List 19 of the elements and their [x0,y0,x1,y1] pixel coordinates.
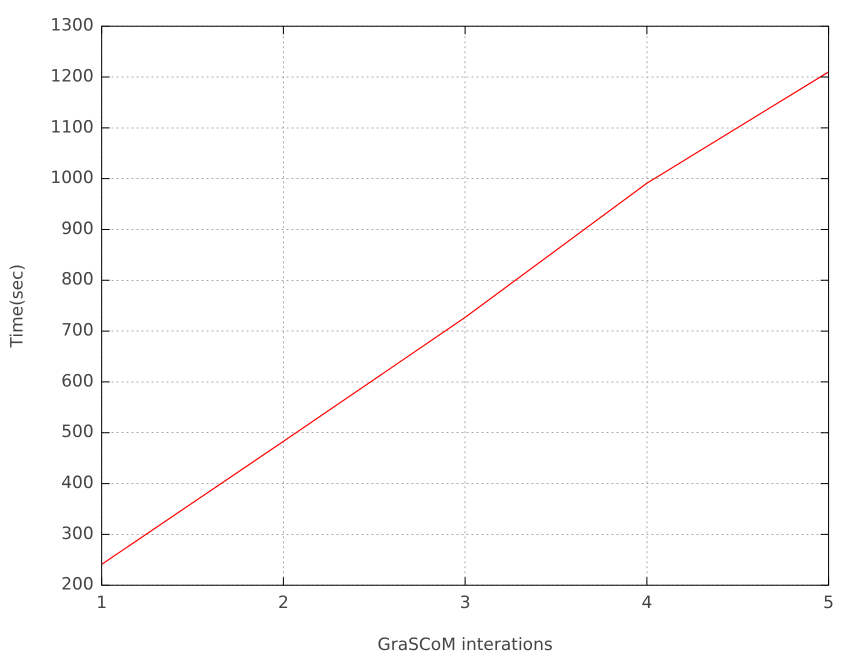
y-tick-label: 300 [61,524,94,544]
y-tick-label: 800 [61,270,94,290]
y-tick-label: 200 [61,574,94,595]
y-tick-label: 1100 [50,117,94,138]
y-tick-label: 900 [61,218,94,239]
y-tick-label: 1000 [50,168,94,188]
y-tick-label: 700 [61,320,94,341]
x-tick-label: 3 [460,592,471,613]
y-tick-label: 400 [61,472,94,493]
x-axis-title: GraSCoM interations [378,635,553,656]
x-tick-label: 1 [96,592,108,613]
x-tick-label: 4 [641,592,652,613]
x-tick-label: 5 [823,592,834,613]
y-axis-title: Time(sec) [8,264,28,348]
x-tick-label: 2 [278,592,289,613]
y-tick-label: 500 [61,422,94,442]
y-tick-label: 1200 [50,66,94,86]
y-tick-label: 1300 [50,16,94,36]
y-tick-label: 600 [61,371,94,392]
